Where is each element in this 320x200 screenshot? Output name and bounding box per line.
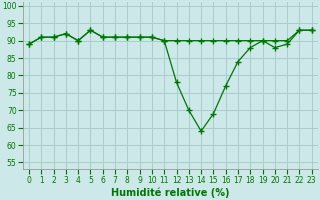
X-axis label: Humidité relative (%): Humidité relative (%) [111, 187, 230, 198]
